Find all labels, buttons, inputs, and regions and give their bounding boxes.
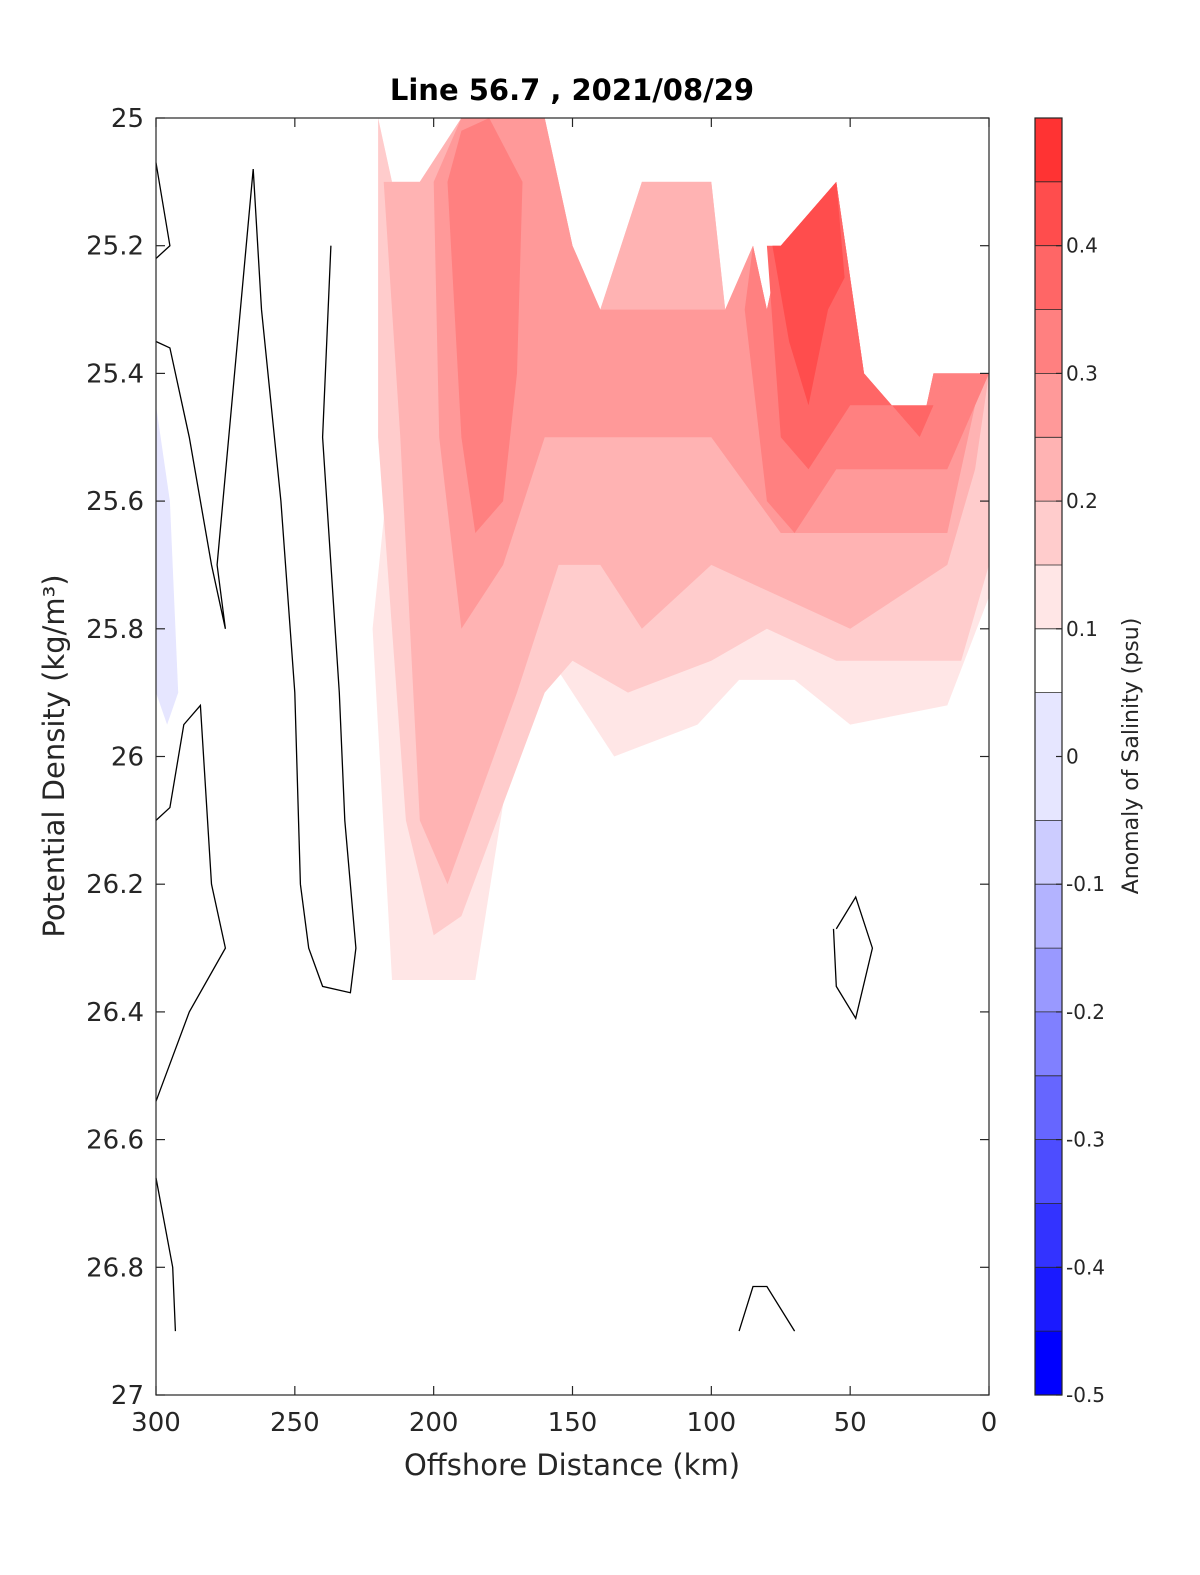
colorbar-tick-labels: 0.4 0.3 0.2 0.1 0 -0.1 -0.2 -0.3 -0.4 -0.5 — [1066, 234, 1105, 1407]
x-tick-label: 200 — [409, 1408, 459, 1438]
y-tick-label: 25.2 — [86, 232, 144, 262]
y-tick-label: 25.8 — [86, 615, 144, 645]
colorbar-segment — [1035, 1011, 1062, 1076]
y-tick-label: 27 — [111, 1381, 144, 1411]
y-tick-label: 26.4 — [86, 998, 144, 1028]
plot-frame — [155, 117, 990, 1396]
colorbar — [1034, 117, 1063, 1396]
colorbar-tick-label: -0.3 — [1066, 1128, 1105, 1152]
contour-region-1 — [156, 118, 226, 310]
colorbar-segment — [1035, 245, 1062, 310]
colorbar-tick-label: -0.5 — [1066, 1383, 1105, 1407]
x-tick-label: 150 — [548, 1408, 598, 1438]
colorbar-tick-label: 0.3 — [1066, 361, 1098, 385]
colorbar-segment — [1035, 1139, 1062, 1204]
y-tick-labels: 25 25.2 25.4 25.6 25.8 26 26.2 26.4 26.6 26.8 27 — [86, 104, 144, 1411]
contour-region-9 — [772, 181, 845, 406]
y-tick-label: 26 — [111, 743, 144, 773]
y-tick-label: 26.8 — [86, 1253, 144, 1283]
colorbar-tick-label: -0.1 — [1066, 872, 1105, 896]
chart-title: Line 56.7 , 2021/08/29 — [390, 73, 754, 107]
x-tick-label: 250 — [270, 1408, 320, 1438]
zero-contour-4 — [832, 895, 874, 1020]
contour-region-5 — [433, 118, 989, 629]
colorbar-tick-label: -0.4 — [1066, 1255, 1105, 1279]
colorbar-segment — [1035, 948, 1062, 1012]
colorbar-segment — [1035, 1203, 1062, 1268]
zero-contour-lines — [155, 162, 874, 1332]
y-tick-label: 25.6 — [86, 487, 144, 517]
colorbar-tick-label: 0.1 — [1066, 617, 1098, 641]
contour-region-10 — [156, 405, 179, 725]
colorbar-segment — [1035, 1267, 1062, 1332]
colorbar-segment — [1035, 118, 1062, 182]
y-tick-label: 25 — [111, 104, 144, 134]
colorbar-tick-label: 0 — [1066, 745, 1079, 769]
zero-contour-1 — [155, 169, 357, 994]
y-tick-label: 26.6 — [86, 1126, 144, 1156]
colorbar-segment — [1035, 1075, 1062, 1140]
colorbar-segment — [1035, 501, 1062, 565]
colorbar-segment — [1035, 820, 1062, 885]
zero-contour-3 — [155, 1177, 177, 1332]
x-tick-label: 300 — [131, 1408, 181, 1438]
colorbar-tick-label: -0.2 — [1066, 1000, 1105, 1024]
zero-contour-2 — [155, 703, 227, 1102]
x-tick-labels: 300 250 200 150 100 50 0 — [131, 1408, 997, 1438]
y-tick-label: 25.4 — [86, 359, 144, 389]
zero-contour-5 — [738, 1285, 796, 1332]
colorbar-tick-label: 0.4 — [1066, 234, 1098, 258]
plot-area — [155, 117, 990, 1396]
colorbar-segment — [1035, 565, 1062, 629]
x-axis-label: Offshore Distance (km) — [404, 1448, 740, 1482]
x-tick-label: 0 — [981, 1408, 998, 1438]
contour-regions — [156, 118, 990, 1332]
contour-region-6 — [447, 118, 523, 533]
colorbar-segment — [1035, 884, 1062, 949]
colorbar-segment — [1035, 1331, 1062, 1395]
x-tick-label: 100 — [687, 1408, 737, 1438]
colorbar-tick-label: 0.2 — [1066, 489, 1098, 513]
colorbar-label: Anomaly of Salinity (psu) — [1119, 618, 1144, 895]
x-tick-label: 50 — [834, 1408, 867, 1438]
y-axis-label: Potential Density (kg/m³) — [37, 574, 71, 937]
colorbar-segment — [1035, 437, 1062, 502]
colorbar-segment — [1035, 309, 1062, 374]
y-tick-label: 26.2 — [86, 870, 144, 900]
zero-contour-0 — [155, 162, 171, 259]
colorbar-segment — [1035, 181, 1062, 246]
colorbar-segment — [1035, 628, 1062, 693]
colorbar-segment — [1035, 373, 1062, 438]
